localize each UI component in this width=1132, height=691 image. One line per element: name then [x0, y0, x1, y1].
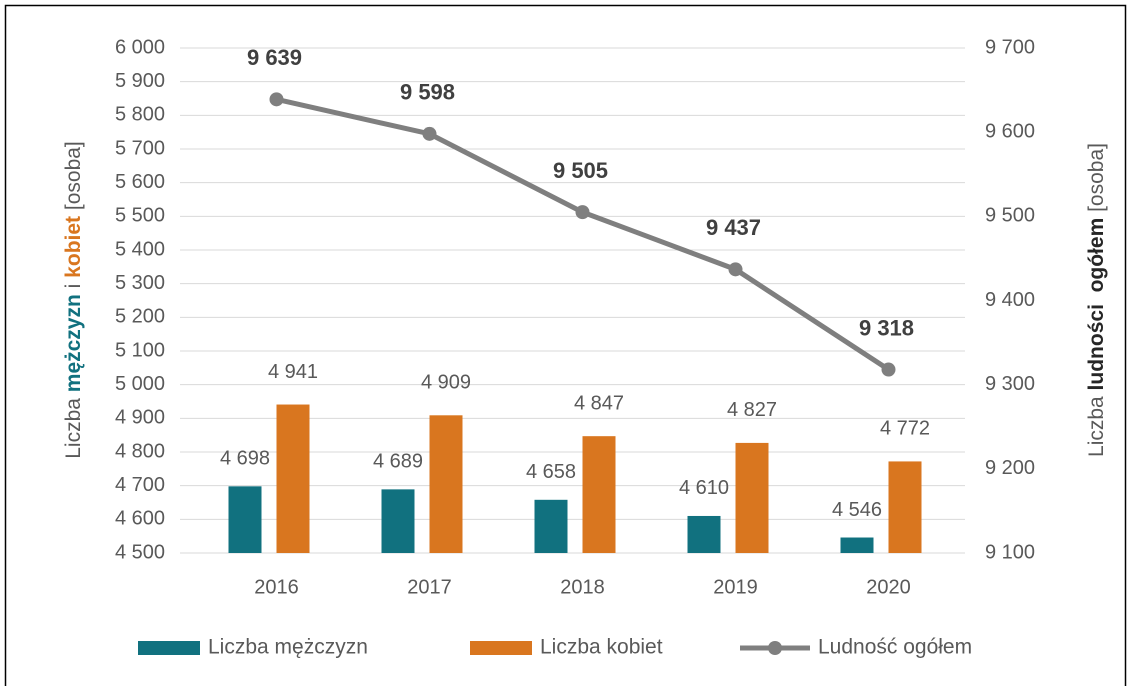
x-tick-label: 2020 — [866, 576, 911, 598]
y2-axis-title: Liczba ludności ogółem [osoba] — [1085, 143, 1108, 457]
y2-tick-label: 9 700 — [985, 36, 1035, 58]
data-label: 9 598 — [400, 80, 455, 105]
y-axis-title-part: [osoba] — [62, 141, 85, 210]
bar — [840, 537, 874, 553]
bar — [888, 461, 922, 553]
line-marker — [575, 205, 590, 220]
data-label: 4 772 — [880, 418, 930, 440]
y2-tick-label: 9 500 — [985, 205, 1035, 227]
line-marker — [269, 92, 284, 107]
data-label: 4 941 — [268, 361, 318, 383]
bar — [687, 515, 721, 553]
legend-swatch — [138, 641, 200, 655]
y-axis-title-part: Liczba — [62, 398, 85, 459]
line-marker — [881, 362, 896, 377]
data-label: 9 437 — [706, 215, 761, 240]
bar — [582, 436, 616, 553]
y-tick-label: 5 000 — [115, 373, 165, 395]
bar — [228, 486, 262, 553]
y-axis-title-part: mężczyzn — [62, 294, 85, 392]
data-label: 4 847 — [574, 392, 624, 414]
y-tick-label: 5 800 — [115, 104, 165, 126]
bar — [381, 489, 415, 553]
y-tick-label: 5 100 — [115, 339, 165, 361]
bar — [276, 404, 310, 553]
data-label: 4 610 — [679, 477, 729, 499]
y2-tick-label: 9 400 — [985, 289, 1035, 311]
x-tick-label: 2019 — [713, 576, 758, 598]
y2-axis-title-part: Liczba — [1085, 396, 1108, 457]
x-tick-label: 2016 — [254, 576, 299, 598]
frame — [4, 4, 1127, 691]
bar — [429, 415, 463, 553]
legend-swatch — [470, 641, 532, 655]
y-tick-label: 5 900 — [115, 70, 165, 92]
data-label: 9 318 — [859, 315, 914, 340]
line-marker — [728, 262, 743, 277]
legend-label: Ludność ogółem — [818, 636, 972, 659]
y-axis-title-part: kobiet — [62, 216, 85, 278]
data-label: 9 505 — [553, 158, 608, 183]
data-label: 4 546 — [832, 499, 882, 521]
y2-tick-label: 9 200 — [985, 457, 1035, 479]
y-tick-label: 5 200 — [115, 306, 165, 328]
y2-tick-label: 9 300 — [985, 373, 1035, 395]
y-tick-label: 4 700 — [115, 474, 165, 496]
y-tick-label: 5 400 — [115, 238, 165, 260]
y-tick-label: 4 800 — [115, 440, 165, 462]
legend-label: Liczba kobiet — [540, 636, 663, 659]
data-label: 4 658 — [526, 461, 576, 483]
data-label: 4 909 — [421, 372, 471, 394]
x-tick-label: 2018 — [560, 576, 605, 598]
y-tick-label: 4 900 — [115, 407, 165, 429]
bar — [534, 499, 568, 553]
y-tick-label: 5 300 — [115, 272, 165, 294]
line-marker — [422, 126, 437, 141]
y-tick-label: 5 700 — [115, 137, 165, 159]
y-tick-label: 5 500 — [115, 205, 165, 227]
data-label: 4 698 — [220, 448, 270, 470]
y-axis-title: Liczba mężczyzn i kobiet [osoba] — [62, 141, 85, 459]
legend-marker — [768, 641, 782, 655]
y-axis-title-part: i — [62, 284, 85, 289]
legend-label: Liczba mężczyzn — [208, 636, 368, 659]
y-tick-label: 4 500 — [115, 541, 165, 563]
y2-tick-label: 9 100 — [985, 541, 1035, 563]
bar — [735, 442, 769, 553]
line — [275, 96, 890, 372]
y2-axis-title-part: ludności ogółem — [1085, 218, 1108, 391]
data-label: 9 639 — [247, 45, 302, 70]
y-tick-label: 4 600 — [115, 508, 165, 530]
x-tick-label: 2017 — [407, 576, 452, 598]
y-tick-label: 5 600 — [115, 171, 165, 193]
y2-tick-label: 9 600 — [985, 120, 1035, 142]
y-tick-label: 6 000 — [115, 36, 165, 58]
y2-axis-title-part: [osoba] — [1085, 143, 1108, 212]
data-label: 4 827 — [727, 399, 777, 421]
data-label: 4 689 — [373, 451, 423, 473]
